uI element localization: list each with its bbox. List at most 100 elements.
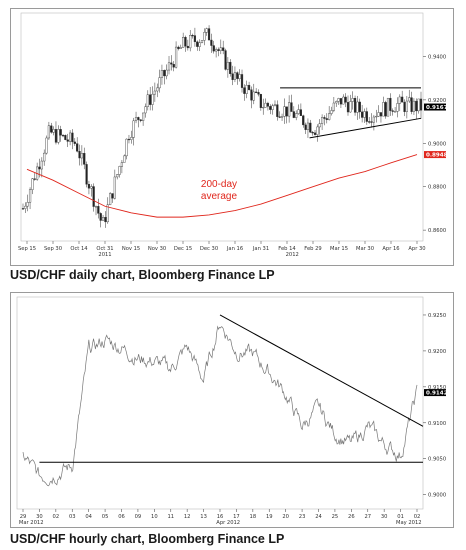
x-tick-label: 09 bbox=[135, 514, 142, 520]
x-tick-label: Oct 31 bbox=[96, 246, 113, 252]
candle bbox=[398, 96, 401, 104]
candle bbox=[243, 87, 246, 94]
x-tick-label: 02 bbox=[414, 514, 421, 520]
candle bbox=[358, 101, 361, 113]
candle bbox=[76, 143, 79, 152]
candle bbox=[158, 77, 161, 89]
candle bbox=[238, 74, 241, 79]
daily-chart-panel: 0.9400 0.9200 0.9000 0.8800 0.8600 Sep 15 Sep … bbox=[10, 8, 454, 266]
candle bbox=[266, 102, 270, 107]
candle bbox=[320, 117, 324, 124]
candle bbox=[83, 153, 86, 165]
candle bbox=[198, 42, 201, 47]
candle bbox=[273, 104, 277, 106]
candle bbox=[149, 94, 152, 105]
candle bbox=[219, 47, 222, 51]
candle bbox=[328, 113, 331, 120]
x-tick-label: 17 bbox=[233, 514, 240, 520]
candle bbox=[156, 87, 159, 92]
candle bbox=[391, 110, 394, 112]
candle bbox=[163, 70, 166, 77]
x-tick-label: 16 bbox=[217, 514, 224, 520]
x-group-label-may: May 2012 bbox=[396, 520, 422, 526]
candle bbox=[226, 61, 229, 70]
y-tick-label: 0.9100 bbox=[428, 421, 446, 427]
x-group-label-apr: Apr 2012 bbox=[216, 520, 240, 526]
candle bbox=[172, 64, 175, 68]
y-tick-label: 0.9000 bbox=[428, 493, 446, 499]
candle bbox=[257, 92, 260, 95]
candle bbox=[146, 94, 149, 107]
x-tick-label: Apr 30 bbox=[408, 246, 425, 252]
candle bbox=[377, 112, 380, 117]
x-group-label-2011: 2011 bbox=[98, 252, 111, 258]
candle bbox=[415, 100, 418, 112]
candle bbox=[182, 37, 185, 48]
candle bbox=[134, 117, 138, 122]
hourly-chart: 0.9250 0.9200 0.9150 0.9100 0.9050 0.9000 29 30… bbox=[16, 296, 448, 526]
candle bbox=[247, 84, 251, 90]
x-tick-label: 03 bbox=[69, 514, 76, 520]
candle bbox=[401, 96, 404, 103]
x-tick-label: Apr 16 bbox=[382, 246, 399, 252]
candle bbox=[262, 107, 265, 109]
x-tick-label: Jan 31 bbox=[252, 246, 269, 252]
candle bbox=[61, 135, 65, 137]
candle bbox=[285, 106, 288, 117]
candle bbox=[52, 129, 55, 133]
candle bbox=[28, 189, 32, 203]
candle bbox=[295, 113, 298, 118]
candle bbox=[330, 110, 333, 114]
x-tick-label: Jan 16 bbox=[226, 246, 243, 252]
hourly-chart-panel: 0.9250 0.9200 0.9150 0.9100 0.9050 0.9000 29 30… bbox=[10, 292, 454, 528]
x-tick-label: 12 bbox=[184, 514, 191, 520]
candle bbox=[113, 176, 116, 199]
candle bbox=[189, 35, 192, 49]
candle bbox=[45, 137, 48, 154]
plot-area bbox=[20, 12, 424, 242]
x-tick-label: 26 bbox=[348, 514, 355, 520]
x-group-label-2012: 2012 bbox=[286, 252, 299, 258]
candle bbox=[184, 37, 187, 47]
candle bbox=[323, 117, 326, 119]
candle bbox=[71, 132, 74, 143]
candle bbox=[203, 32, 206, 41]
x-group-label-mar: Mar 2012 bbox=[19, 520, 44, 526]
candle bbox=[54, 129, 58, 143]
ma-annotation-line1: 200-day bbox=[201, 179, 237, 190]
candle bbox=[142, 112, 145, 121]
x-tick-label: Sep 30 bbox=[44, 246, 62, 252]
candle bbox=[160, 70, 164, 78]
candle bbox=[370, 121, 373, 123]
candle bbox=[382, 102, 385, 117]
candle bbox=[412, 100, 416, 112]
candle bbox=[125, 138, 128, 157]
candle bbox=[353, 98, 357, 113]
candle bbox=[21, 208, 25, 210]
candle bbox=[207, 28, 211, 41]
candle bbox=[94, 206, 98, 208]
candle bbox=[127, 138, 131, 141]
candle bbox=[337, 98, 340, 102]
candle bbox=[292, 111, 295, 118]
last-value-tag-label: 0.9167 bbox=[426, 105, 448, 111]
candle bbox=[217, 49, 220, 51]
candle bbox=[396, 103, 399, 112]
candle bbox=[297, 109, 300, 114]
candle bbox=[177, 46, 180, 49]
x-tick-label: Nov 15 bbox=[122, 246, 140, 252]
x-tick-label: 30 bbox=[36, 514, 43, 520]
candle bbox=[304, 124, 307, 130]
candle bbox=[167, 62, 171, 71]
candle bbox=[240, 74, 244, 88]
candle bbox=[231, 73, 234, 80]
x-tick-label: Feb 29 bbox=[304, 246, 321, 252]
x-tick-label: 05 bbox=[102, 514, 109, 520]
candle bbox=[137, 117, 140, 120]
candle bbox=[311, 132, 314, 134]
candle bbox=[405, 100, 408, 112]
candle bbox=[375, 115, 378, 118]
candle bbox=[92, 186, 95, 207]
y-tick-label: 0.8800 bbox=[428, 185, 446, 191]
candle bbox=[116, 174, 119, 178]
